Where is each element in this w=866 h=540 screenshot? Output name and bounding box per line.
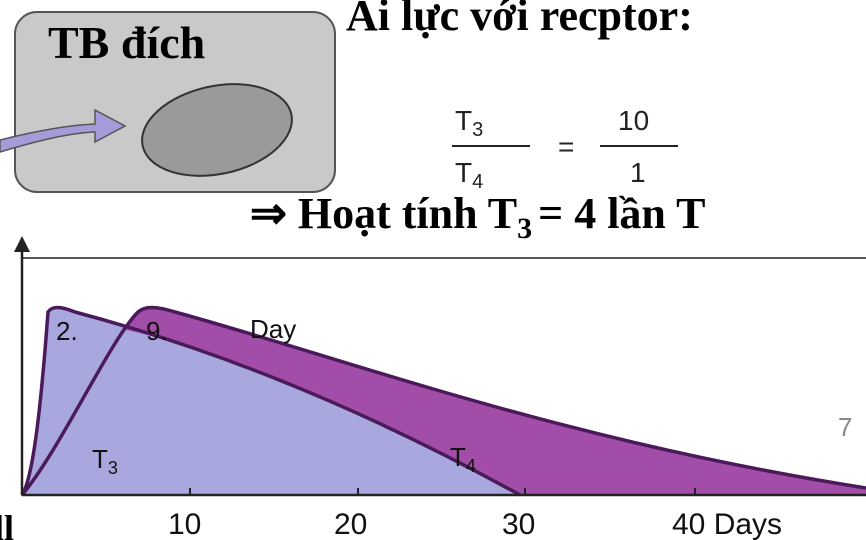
sub: 3 xyxy=(517,212,532,245)
conclusion: ⇒ Hoạt tính T3= 4 lần T xyxy=(250,189,705,245)
x-label: 20 xyxy=(334,508,367,540)
page-number: 7 xyxy=(838,412,852,442)
t: T xyxy=(455,157,472,188)
ratio-left-top: T3 xyxy=(455,105,483,141)
t: ⇒ Hoạt tính T xyxy=(250,189,517,238)
fragment: ll xyxy=(0,508,14,540)
ratio-left-bottom: T4 xyxy=(455,157,483,193)
t: = 4 lần T xyxy=(538,189,705,238)
t: T xyxy=(455,105,472,136)
slide: TB đích Ái lực với recptor: T3 T4 = 10 1… xyxy=(0,0,866,540)
box-label: TB đích xyxy=(48,17,205,68)
ratio-right-bottom: 1 xyxy=(630,157,646,188)
ratio: T3 T4 = 10 1 xyxy=(452,105,678,193)
peak-label: Day xyxy=(250,314,296,344)
ratio-right-top: 10 xyxy=(618,105,649,136)
t: T xyxy=(450,442,466,472)
page: TB đích Ái lực với recptor: T3 T4 = 10 1… xyxy=(0,0,866,540)
x-label: 10 xyxy=(168,508,201,540)
y-axis-arrow xyxy=(14,236,30,252)
t: T xyxy=(92,444,108,474)
peak-label: 2. xyxy=(56,316,78,346)
sub: 4 xyxy=(466,456,476,476)
peak-label: 9. xyxy=(146,316,168,346)
x-label: 30 xyxy=(502,508,535,540)
graph: 2. 9. Day T3 T4 10 20 30 40 Days 7 xyxy=(14,236,866,540)
x-label: 40 Days xyxy=(672,508,782,540)
heading: Ái lực với recptor: xyxy=(346,0,693,40)
sub: 3 xyxy=(108,458,118,478)
sub: 3 xyxy=(472,119,483,141)
equals: = xyxy=(558,131,574,162)
